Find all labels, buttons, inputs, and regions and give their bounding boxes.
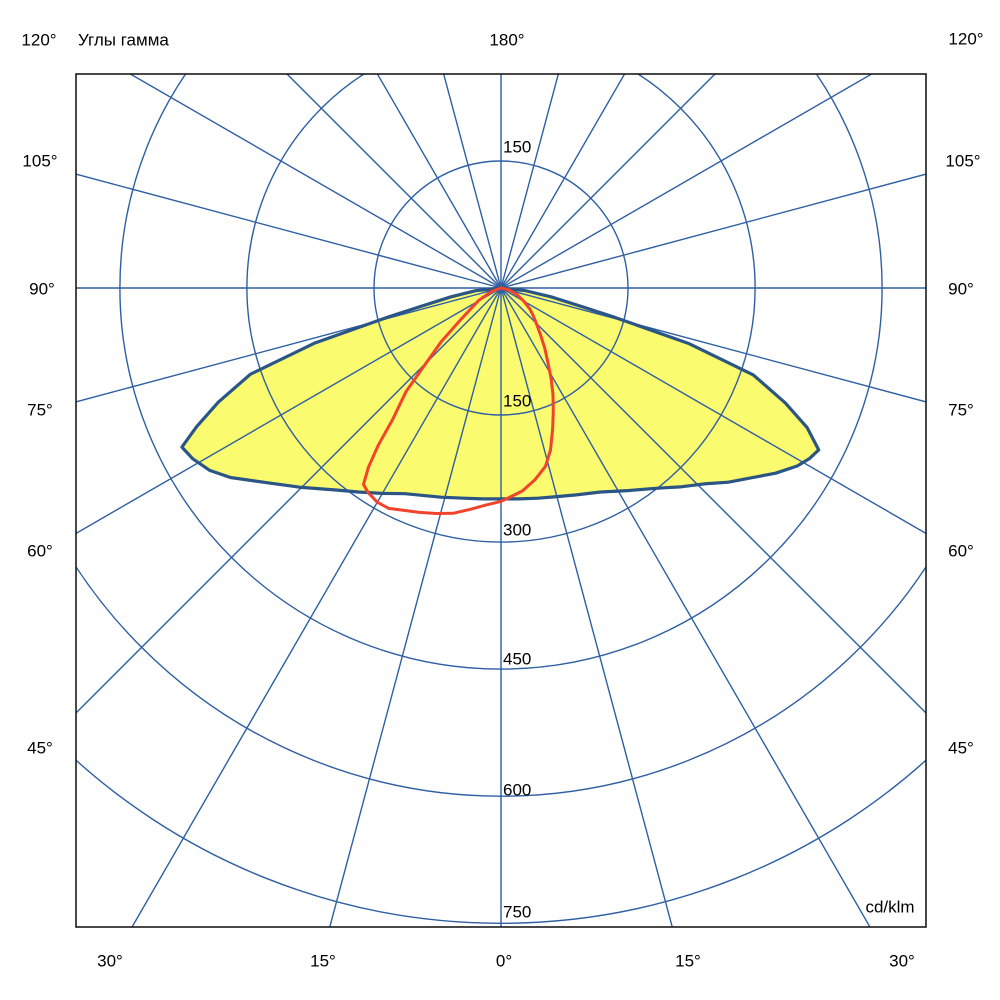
right-angle-label-90: 90° — [948, 279, 974, 299]
gamma-axis-title: Углы гамма — [78, 30, 169, 50]
left-angle-label-105: 105° — [22, 151, 58, 171]
bottom-angle-label-0: 0° — [495, 951, 513, 971]
bottom-angle-label-30R: 30° — [889, 951, 915, 971]
bottom-angle-label-15L: 15° — [310, 951, 336, 971]
right-angle-label-75: 75° — [948, 400, 974, 420]
right-angle-label-60: 60° — [948, 541, 974, 561]
radial-tick-150-lower: 150 — [503, 391, 532, 411]
left-angle-label-90: 90° — [29, 279, 55, 299]
unit-label: cd/klm — [865, 897, 915, 917]
top-angle-label-right: 120° — [948, 29, 984, 49]
radial-tick-600: 600 — [503, 780, 532, 800]
top-angle-label-left: 120° — [21, 30, 57, 50]
right-angle-label-105: 105° — [945, 151, 981, 171]
radial-tick-300: 300 — [503, 520, 532, 540]
right-angle-label-45: 45° — [948, 738, 974, 758]
bottom-angle-label-15R: 15° — [675, 951, 701, 971]
radial-tick-750: 750 — [503, 902, 532, 922]
left-angle-label-75: 75° — [27, 400, 53, 420]
bottom-angle-label-30L: 30° — [97, 951, 123, 971]
radial-tick-150-upper: 150 — [503, 137, 532, 157]
radial-tick-450: 450 — [503, 649, 532, 669]
left-angle-label-45: 45° — [27, 738, 53, 758]
top-angle-label-center: 180° — [489, 30, 525, 50]
left-angle-label-60: 60° — [27, 541, 53, 561]
